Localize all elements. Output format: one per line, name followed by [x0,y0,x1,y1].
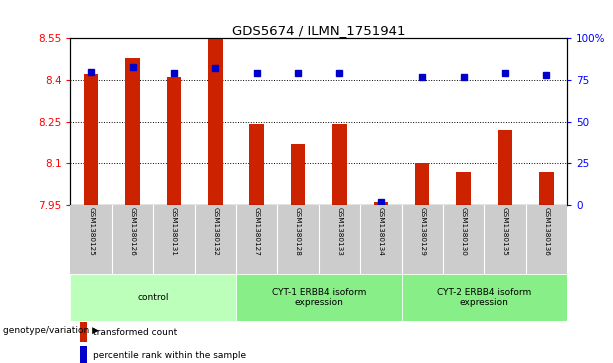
Text: GSM1380129: GSM1380129 [419,207,425,256]
Title: GDS5674 / ILMN_1751941: GDS5674 / ILMN_1751941 [232,24,406,37]
Text: GSM1380126: GSM1380126 [129,207,135,256]
Bar [80,322,87,342]
Bar [125,58,140,205]
Bar [332,125,347,205]
Text: GSM1380134: GSM1380134 [378,207,384,256]
Bar [208,38,223,205]
Text: GSM1380133: GSM1380133 [337,207,343,256]
Text: CYT-2 ERBB4 isoform
expression: CYT-2 ERBB4 isoform expression [437,288,531,307]
Bar [80,346,87,363]
Text: GSM1380128: GSM1380128 [295,207,301,256]
Text: genotype/variation ▶: genotype/variation ▶ [3,326,99,335]
Text: GSM1380132: GSM1380132 [212,207,218,256]
Bar [291,144,305,205]
Text: GSM1380135: GSM1380135 [502,207,508,256]
Text: GSM1380136: GSM1380136 [543,207,549,256]
Text: GSM1380125: GSM1380125 [88,207,94,256]
Bar [456,172,471,205]
Text: control: control [137,293,169,302]
Bar [373,202,388,205]
Text: GSM1380131: GSM1380131 [171,207,177,256]
Bar [539,172,554,205]
Bar [249,125,264,205]
Bar [402,274,567,321]
Bar [415,163,430,205]
Text: percentile rank within the sample: percentile rank within the sample [93,351,246,360]
Text: transformed count: transformed count [93,328,177,337]
Bar [167,77,181,205]
Text: GSM1380127: GSM1380127 [254,207,260,256]
Bar [236,274,402,321]
Bar [84,74,99,205]
Text: GSM1380130: GSM1380130 [460,207,466,256]
Bar [70,274,236,321]
Text: CYT-1 ERBB4 isoform
expression: CYT-1 ERBB4 isoform expression [272,288,366,307]
Bar [498,130,512,205]
